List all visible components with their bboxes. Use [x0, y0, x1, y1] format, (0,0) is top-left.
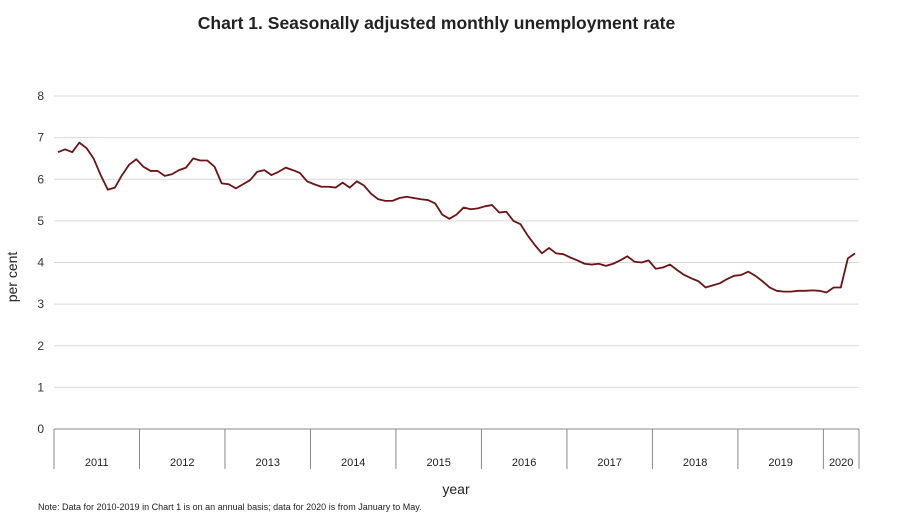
- chart-note: Note: Data for 2010-2019 in Chart 1 is o…: [38, 502, 422, 512]
- x-axis: 2011 2012 2013 2014 2015 2016 2017 2018 2019 2020: [53, 428, 860, 469]
- x-tick-label: 2016: [512, 457, 536, 469]
- y-axis-title: per cent: [4, 252, 20, 303]
- x-tick-label: 2019: [768, 457, 792, 469]
- chart-title: Chart 1. Seasonally adjusted monthly une…: [197, 13, 676, 33]
- x-tick-label: 2012: [170, 457, 194, 469]
- y-tick-label: 3: [37, 297, 44, 311]
- x-axis-title: year: [442, 481, 470, 497]
- y-tick-label: 5: [37, 214, 44, 228]
- series-line-unemployment-rate: [57, 141, 856, 294]
- x-tick-label: 2015: [426, 457, 450, 469]
- x-tick-label: 2011: [85, 457, 109, 469]
- x-tick-label: 2014: [341, 457, 365, 469]
- y-tick-label: 0: [37, 422, 44, 436]
- y-tick-label: 2: [37, 339, 44, 353]
- y-tick-label: 4: [37, 256, 44, 270]
- x-tick-label: 2020: [829, 457, 853, 469]
- y-tick-label: 1: [37, 380, 44, 394]
- x-tick-label: 2018: [683, 457, 707, 469]
- y-tick-label: 8: [37, 89, 44, 103]
- x-tick-label: 2013: [255, 457, 279, 469]
- y-tick-label: 6: [37, 172, 44, 186]
- series-layer: [57, 141, 856, 294]
- gridlines: [54, 95, 859, 388]
- y-tick-label: 7: [37, 131, 44, 145]
- x-tick-label: 2017: [597, 457, 621, 469]
- y-axis-ticks: 0 1 2 3 4 5 6 7 8: [37, 89, 44, 436]
